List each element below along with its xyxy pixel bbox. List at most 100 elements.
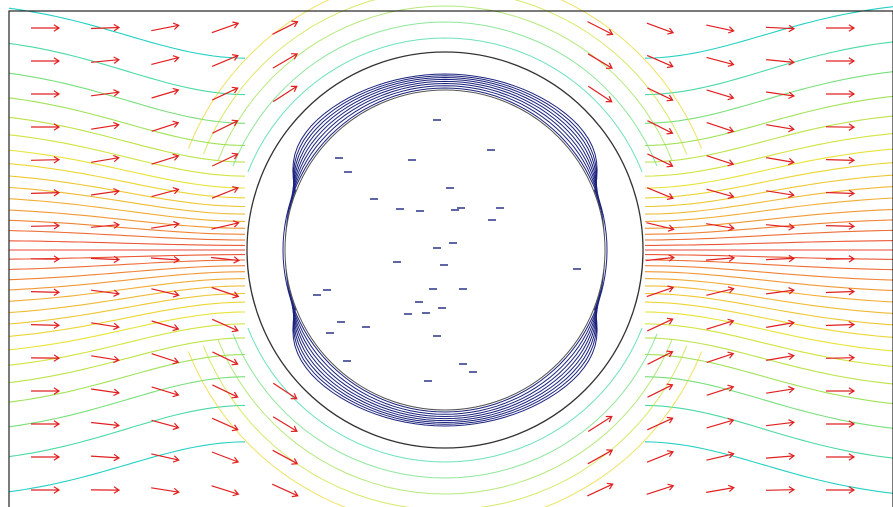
streamline — [644, 292, 893, 326]
streamline — [644, 271, 893, 292]
streamline — [644, 6, 893, 59]
field-arrow-icon — [211, 485, 240, 497]
field-arrow-icon — [647, 317, 674, 332]
field-arrow-icon — [31, 24, 61, 32]
streamline — [644, 197, 893, 222]
field-arrow-icon — [825, 287, 856, 296]
field-arrow-icon — [705, 254, 736, 262]
field-arrow-icon — [766, 157, 795, 166]
field-arrow-icon — [91, 56, 121, 64]
field-arrow-icon — [272, 416, 298, 432]
field-arrow-icon — [91, 421, 121, 429]
streamline — [644, 301, 893, 338]
field-arrow-icon — [30, 354, 61, 362]
field-arrow-icon — [646, 54, 674, 69]
streamline — [644, 115, 893, 163]
field-arrow-icon — [706, 451, 735, 461]
streamline — [8, 271, 246, 291]
streamline — [644, 41, 893, 96]
streamline — [644, 219, 893, 235]
field-arrow-icon — [211, 220, 240, 230]
field-arrow-icon — [826, 57, 856, 65]
field-arrow-icon — [706, 188, 735, 200]
field-arrow-icon — [211, 21, 240, 34]
field-arrow-icon — [587, 415, 613, 433]
streamline-arc — [232, 333, 658, 479]
field-arrow-icon — [587, 482, 614, 497]
field-arrow-icon — [766, 287, 796, 295]
field-arrow-icon — [587, 53, 613, 69]
streamline — [644, 95, 893, 147]
streamline — [8, 278, 246, 302]
field-arrow-icon — [31, 90, 61, 98]
field-arrow-icon — [706, 24, 735, 34]
field-arrow-icon — [706, 56, 735, 67]
field-arrow-icon — [91, 355, 120, 364]
field-arrow-icon — [151, 353, 180, 365]
field-arrow-icon — [151, 320, 180, 332]
field-arrow-icon — [766, 223, 796, 231]
field-arrow-icon — [647, 153, 674, 168]
field-arrow-icon — [272, 449, 299, 465]
streamline — [8, 163, 246, 199]
streamline-arc — [187, 351, 703, 507]
field-arrow-icon — [212, 119, 239, 134]
field-arrow-icon — [91, 221, 121, 229]
streamline — [8, 323, 246, 366]
streamline — [644, 278, 893, 303]
streamline — [644, 162, 893, 199]
field-arrow-icon — [765, 452, 796, 460]
field-arrow-icon — [31, 57, 61, 65]
streamline — [644, 71, 893, 124]
streamline — [645, 259, 893, 271]
field-arrow-icon — [826, 24, 856, 32]
field-arrow-icon — [825, 156, 856, 165]
field-arrow-icon — [647, 383, 674, 398]
field-arrow-icon — [825, 255, 856, 263]
streamline — [644, 132, 893, 177]
field-arrow-icon — [212, 152, 239, 167]
field-arrow-icon — [211, 318, 239, 333]
streamline-arc — [247, 37, 643, 173]
streamline — [8, 285, 246, 314]
field-arrow-icon — [151, 55, 180, 65]
field-arrow-icon — [212, 86, 239, 101]
field-arrow-icon — [706, 223, 735, 232]
field-arrow-icon — [646, 254, 676, 262]
streamline — [8, 353, 246, 403]
field-arrow-icon — [90, 255, 121, 264]
field-arrow-icon — [766, 385, 795, 394]
field-arrow-icon — [647, 87, 674, 102]
field-arrow-icon — [646, 222, 675, 232]
streamline-arc — [232, 21, 658, 167]
field-arrow-icon — [765, 254, 796, 263]
streamline — [8, 72, 246, 124]
streamline-arc — [217, 339, 673, 495]
streamline — [644, 353, 893, 405]
field-arrow-icon — [826, 420, 856, 428]
field-arrow-icon — [766, 319, 795, 328]
field-arrow-icon — [91, 154, 120, 163]
field-arrow-icon — [706, 484, 735, 493]
field-arrow-icon — [211, 417, 239, 432]
field-arrow-icon — [647, 120, 674, 135]
field-arrow-icon — [825, 189, 856, 198]
streamline — [8, 219, 246, 235]
field-arrow-icon — [825, 320, 856, 329]
field-arrow-icon — [151, 120, 180, 132]
streamline-arc — [202, 0, 688, 155]
field-arrow-icon — [272, 382, 298, 400]
field-arrow-icon — [91, 289, 121, 297]
streamline — [644, 148, 893, 189]
field-arrow-icon — [706, 384, 735, 396]
field-arrow-icon — [826, 486, 856, 494]
field-arrow-icon — [30, 255, 61, 263]
interior-dash-layer — [313, 119, 581, 382]
field-arrow-icon — [30, 156, 61, 164]
streamline — [644, 441, 893, 494]
field-arrow-icon — [587, 449, 614, 465]
field-arrow-icon — [766, 352, 795, 361]
streamline — [8, 149, 246, 189]
field-arrow-icon — [211, 286, 240, 299]
field-arrow-icon — [151, 22, 180, 32]
